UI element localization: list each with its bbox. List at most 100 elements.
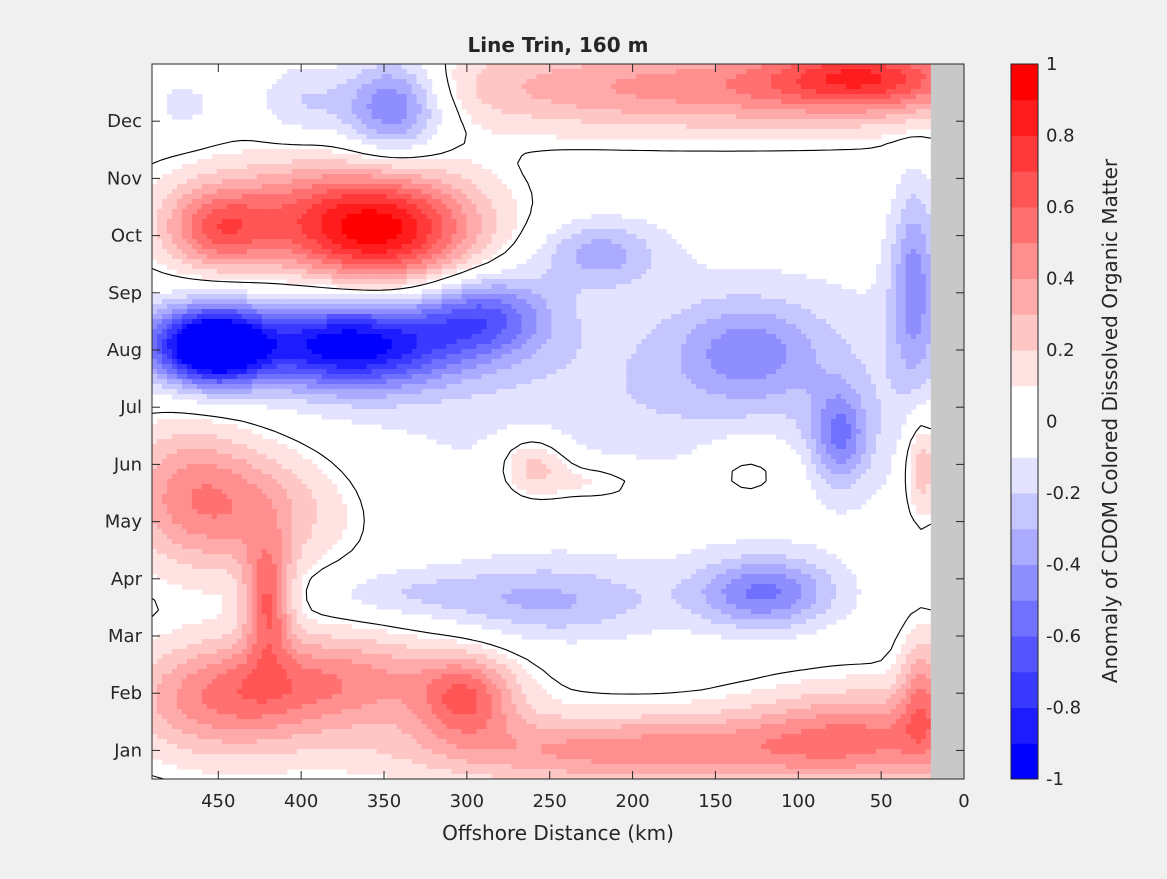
heatmap-cell	[296, 119, 303, 125]
heatmap-cell	[271, 484, 278, 490]
heatmap-cell	[276, 454, 283, 460]
heatmap-cell	[291, 249, 298, 255]
heatmap-cell	[236, 379, 243, 385]
heatmap-cell	[321, 199, 328, 205]
heatmap-cell	[152, 499, 158, 505]
heatmap-cell	[246, 339, 253, 345]
heatmap-cell	[231, 484, 238, 490]
heatmap-cell	[261, 244, 268, 250]
heatmap-cell	[276, 79, 283, 85]
heatmap-cell	[296, 189, 303, 195]
heatmap-cell	[231, 199, 238, 205]
heatmap-cell	[311, 319, 318, 325]
heatmap-cell	[331, 714, 338, 720]
heatmap-cell	[176, 234, 183, 240]
heatmap-cell	[226, 154, 233, 160]
heatmap-cell	[281, 714, 288, 720]
heatmap-cell	[291, 279, 298, 285]
heatmap-cell	[216, 219, 223, 225]
heatmap-cell	[166, 559, 173, 565]
heatmap-cell	[216, 434, 223, 440]
heatmap-cell	[171, 629, 178, 635]
heatmap-cell	[286, 304, 293, 310]
heatmap-cell	[156, 494, 163, 500]
heatmap-cell	[196, 289, 203, 295]
heatmap-cell	[296, 724, 303, 730]
heatmap-cell	[366, 704, 373, 710]
heatmap-cell	[191, 739, 198, 745]
heatmap-cell	[301, 69, 308, 75]
heatmap-cell	[326, 219, 333, 225]
heatmap-cell	[301, 194, 308, 200]
heatmap-cell	[301, 544, 308, 550]
heatmap-cell	[206, 489, 213, 495]
heatmap-cell	[236, 389, 243, 395]
heatmap-cell	[291, 384, 298, 390]
heatmap-cell	[152, 244, 158, 250]
heatmap-cell	[196, 339, 203, 345]
heatmap-cell	[191, 484, 198, 490]
heatmap-cell	[286, 89, 293, 95]
heatmap-cell	[311, 389, 318, 395]
heatmap-cell	[291, 224, 298, 230]
heatmap-cell	[346, 359, 353, 365]
heatmap-cell	[211, 319, 218, 325]
heatmap-cell	[326, 669, 333, 675]
heatmap-cell	[286, 384, 293, 390]
heatmap-cell	[226, 539, 233, 545]
heatmap-cell	[216, 324, 223, 330]
heatmap-cell	[196, 464, 203, 470]
heatmap-cell	[266, 594, 273, 600]
heatmap-cell	[236, 449, 243, 455]
heatmap-cell	[291, 739, 298, 745]
heatmap-cell	[266, 199, 273, 205]
heatmap-cell	[331, 499, 338, 505]
heatmap-cell	[231, 509, 238, 515]
heatmap-cell	[286, 394, 293, 400]
heatmap-cell	[296, 314, 303, 320]
heatmap-cell	[316, 154, 323, 160]
heatmap-cell	[296, 629, 303, 635]
heatmap-cell	[171, 184, 178, 190]
heatmap-cell	[336, 669, 343, 675]
heatmap-cell	[371, 249, 378, 255]
heatmap-cell	[231, 674, 238, 680]
heatmap-cell	[246, 484, 253, 490]
heatmap-cell	[291, 594, 298, 600]
heatmap-cell	[256, 374, 263, 380]
heatmap-cell	[346, 189, 353, 195]
heatmap-cell	[241, 764, 248, 770]
heatmap-cell	[181, 709, 188, 715]
heatmap-cell	[166, 204, 173, 210]
heatmap-cell	[226, 709, 233, 715]
heatmap-cell	[331, 124, 338, 130]
heatmap-cell	[256, 734, 263, 740]
heatmap-cell	[311, 504, 318, 510]
heatmap-cell	[211, 464, 218, 470]
heatmap-cell	[246, 564, 253, 570]
heatmap-cell	[346, 624, 353, 630]
heatmap-cell	[206, 229, 213, 235]
heatmap-cell	[271, 494, 278, 500]
heatmap-cell	[356, 269, 363, 275]
heatmap-cell	[156, 349, 163, 355]
heatmap-cell	[276, 504, 283, 510]
heatmap-cell	[366, 644, 373, 650]
heatmap-cell	[241, 689, 248, 695]
heatmap-cell	[316, 164, 323, 170]
heatmap-cell	[361, 199, 368, 205]
heatmap-cell	[326, 759, 333, 765]
heatmap-cell	[161, 449, 168, 455]
heatmap-cell	[221, 339, 228, 345]
heatmap-cell	[216, 229, 223, 235]
heatmap-cell	[326, 699, 333, 705]
heatmap-cell	[206, 634, 213, 640]
heatmap-cell	[296, 84, 303, 90]
heatmap-cell	[296, 204, 303, 210]
heatmap-cell	[251, 529, 258, 535]
heatmap-cell	[301, 154, 308, 160]
heatmap-cell	[246, 719, 253, 725]
heatmap-cell	[366, 109, 373, 115]
heatmap-cell	[226, 719, 233, 725]
heatmap-cell	[301, 614, 308, 620]
